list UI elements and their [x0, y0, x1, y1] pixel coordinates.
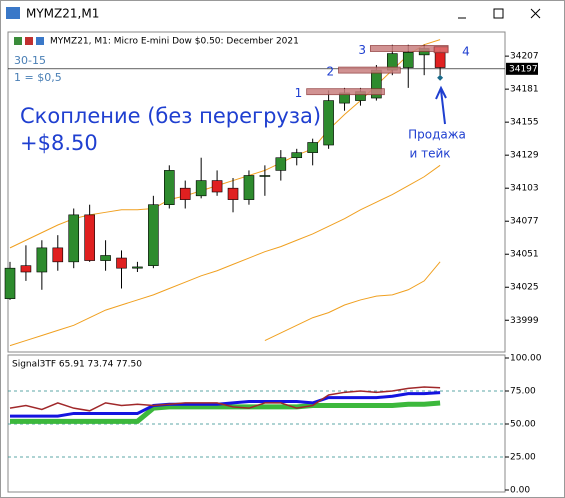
level-box: [338, 66, 401, 74]
y-tick-label: 33999: [510, 316, 539, 326]
band-line: [9, 164, 441, 347]
note: 1 = $0,5: [14, 71, 62, 84]
indicator-line: [9, 386, 441, 412]
signal-marker: [437, 74, 444, 81]
candle-body: [307, 142, 318, 153]
y-tick-label: 34155: [510, 118, 539, 128]
candle-body: [20, 265, 32, 273]
window-title: MYMZ21,M1: [26, 7, 99, 21]
band-line: [264, 261, 441, 342]
candle-body: [179, 187, 191, 200]
candle-body: [211, 180, 223, 193]
panel-icon: [25, 37, 33, 45]
note: Продажа: [408, 128, 466, 142]
panel-icon: [36, 37, 44, 45]
main-panel: [7, 31, 506, 353]
y-tick-label: 50.00: [510, 420, 536, 430]
level-label: 2: [327, 65, 335, 79]
y-tick-label: 34129: [510, 151, 539, 161]
candle-body: [323, 100, 334, 146]
profit: +$8.50: [20, 131, 98, 155]
candle-body: [243, 175, 255, 200]
candle-body: [52, 247, 64, 263]
note: и тейк: [409, 147, 450, 161]
level-box: [306, 88, 385, 96]
y-tick-label: 0.00: [510, 486, 530, 496]
candle-body: [259, 175, 271, 177]
candle-body: [68, 214, 80, 263]
candle-body: [116, 257, 127, 269]
y-tick-label: 34181: [510, 85, 539, 95]
arrow: [435, 85, 447, 125]
level-label: 4: [462, 44, 470, 58]
candle-body: [36, 247, 48, 273]
level-box: [433, 46, 449, 54]
y-tick-label: 34051: [510, 250, 539, 260]
candle-body: [132, 266, 143, 269]
indicator-title: Signal3TF 65.91 73.74 77.50: [12, 360, 142, 370]
candle-body: [275, 157, 287, 171]
candle-body: [402, 52, 414, 68]
y-tick-label: 34207: [510, 52, 539, 62]
note: 30-15: [14, 54, 46, 67]
window-icon: [6, 7, 20, 19]
price-label: 34197: [509, 64, 538, 74]
level-label: 1: [295, 86, 303, 100]
candle-body: [434, 52, 446, 68]
chart-title: MYMZ21, M1: Micro E-mini Dow $0.50: Dece…: [50, 37, 299, 47]
indicator-line: [10, 391, 441, 418]
y-tick-label: 34077: [510, 217, 539, 227]
y-tick-label: 100.00: [510, 354, 542, 364]
maximize-button[interactable]: [493, 8, 504, 19]
candle-body: [84, 214, 95, 261]
candle-body: [100, 255, 111, 261]
indicator-line: [10, 400, 441, 424]
candle-body: [291, 152, 303, 159]
level-label: 3: [358, 43, 366, 57]
close-button[interactable]: [530, 8, 541, 19]
panel-icon: [14, 37, 22, 45]
candle-body: [195, 180, 207, 197]
candle-body: [164, 170, 175, 205]
candle-body: [4, 267, 16, 299]
y-tick-label: 75.00: [510, 387, 536, 397]
headline: Скопление (без перегруза): [20, 104, 321, 128]
y-tick-label: 34025: [510, 283, 539, 293]
candle-body: [227, 187, 239, 200]
price-box: [506, 62, 538, 75]
candle-body: [148, 204, 159, 266]
y-tick-label: 25.00: [510, 453, 536, 463]
y-tick-label: 34103: [510, 184, 539, 194]
